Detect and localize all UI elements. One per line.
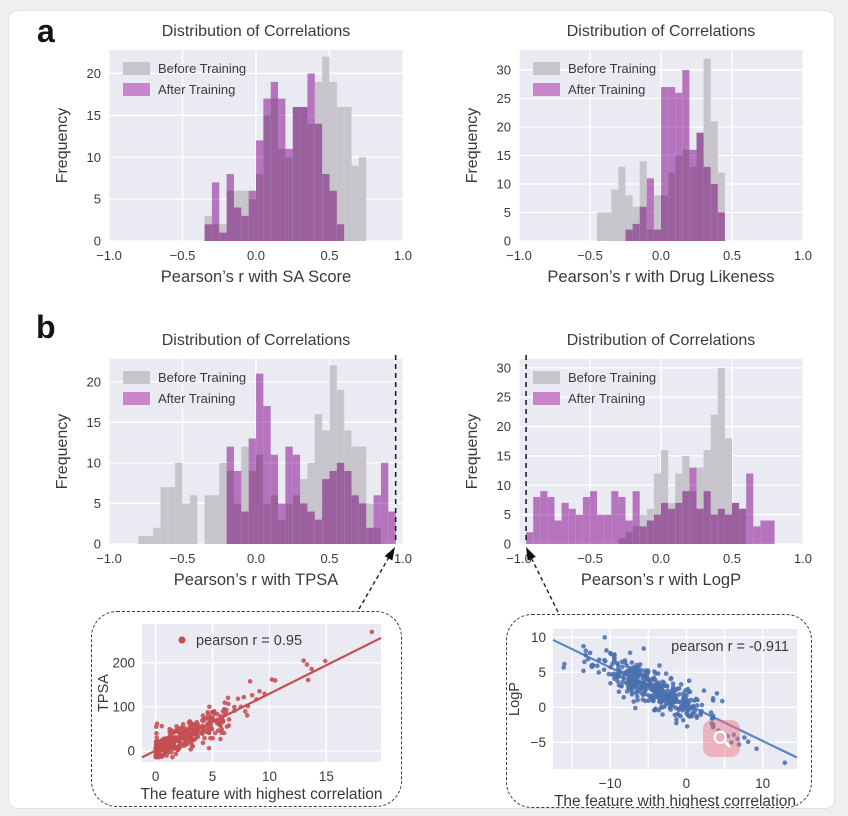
svg-text:−5: −5 [531, 735, 546, 750]
svg-text:100: 100 [112, 700, 135, 715]
svg-text:TPSA: TPSA [96, 674, 112, 712]
svg-text:20: 20 [87, 66, 101, 81]
svg-text:0: 0 [504, 537, 511, 552]
svg-text:LogP: LogP [507, 682, 523, 716]
svg-text:0: 0 [504, 234, 511, 249]
magnifier-icon [712, 729, 731, 748]
svg-text:10: 10 [531, 630, 546, 645]
svg-text:−1.0: −1.0 [96, 551, 122, 566]
svg-text:−0.5: −0.5 [170, 551, 196, 566]
svg-text:0.5: 0.5 [320, 248, 338, 263]
svg-text:After Training: After Training [568, 391, 645, 406]
scatter-tpsa-callout-box: 0 100 200 0 5 10 15 The feature with highest co… [91, 611, 402, 807]
svg-text:After Training: After Training [158, 391, 235, 406]
svg-text:Before Training: Before Training [568, 61, 656, 76]
svg-text:−1.0: −1.0 [96, 248, 122, 263]
svg-text:20: 20 [497, 120, 511, 135]
svg-text:0: 0 [94, 537, 101, 552]
svg-text:0.0: 0.0 [652, 551, 670, 566]
svg-text:Frequency: Frequency [464, 414, 481, 490]
svg-text:20: 20 [87, 374, 101, 389]
svg-text:The feature with highest corre: The feature with highest correlation [140, 786, 382, 803]
svg-text:5: 5 [538, 665, 546, 680]
svg-text:−0.5: −0.5 [577, 248, 603, 263]
svg-text:1.0: 1.0 [394, 248, 412, 263]
svg-text:5: 5 [94, 496, 101, 511]
svg-text:Before Training: Before Training [158, 61, 246, 76]
svg-text:5: 5 [209, 769, 217, 784]
svg-text:10: 10 [497, 478, 511, 493]
svg-text:30: 30 [497, 360, 511, 375]
svg-text:The feature with highest corre: The feature with highest correlation [554, 793, 796, 807]
histogram-tpsa: 0 5 10 15 20 −1.0 −0.5 0.0 0.5 1.0 Distribution of… [49, 304, 423, 589]
histogram-logp: 0 5 10 15 20 25 30 −1.0 −0.5 0.0 0.5 1.0 Distributio… [446, 304, 831, 589]
svg-text:Pearson’s r with TPSA: Pearson’s r with TPSA [174, 571, 338, 588]
svg-text:10: 10 [755, 776, 770, 791]
svg-text:Pearson’s r with LogP: Pearson’s r with LogP [581, 571, 741, 588]
svg-text:0: 0 [152, 769, 160, 784]
svg-text:Frequency: Frequency [54, 108, 71, 184]
svg-text:Distribution of Correlations: Distribution of Correlations [162, 332, 351, 349]
svg-text:Distribution of Correlations: Distribution of Correlations [162, 23, 351, 40]
panel-a-label: a [37, 13, 55, 49]
svg-text:Frequency: Frequency [464, 108, 481, 184]
svg-text:0: 0 [683, 776, 691, 791]
svg-text:10: 10 [87, 455, 101, 470]
svg-text:Before Training: Before Training [158, 370, 246, 385]
svg-text:25: 25 [497, 91, 511, 106]
svg-text:15: 15 [87, 108, 101, 123]
svg-text:0.5: 0.5 [723, 248, 741, 263]
svg-text:Pearson’s r with Drug Likeness: Pearson’s r with Drug Likeness [547, 268, 774, 286]
svg-text:After Training: After Training [568, 82, 645, 97]
svg-text:15: 15 [497, 148, 511, 163]
svg-text:−1.0: −1.0 [506, 551, 532, 566]
svg-text:5: 5 [504, 507, 511, 522]
svg-text:5: 5 [94, 192, 101, 207]
svg-text:15: 15 [497, 448, 511, 463]
svg-text:15: 15 [87, 415, 101, 430]
svg-text:After Training: After Training [158, 82, 235, 97]
histogram-sa-score: 0 5 10 15 20 −1.0 −0.5 0.0 0.5 1.0 Distribution of… [49, 17, 423, 297]
svg-text:30: 30 [497, 63, 511, 78]
svg-text:Frequency: Frequency [54, 414, 71, 490]
svg-text:0.0: 0.0 [247, 551, 265, 566]
svg-text:−10: −10 [599, 776, 622, 791]
svg-text:15: 15 [319, 769, 334, 784]
svg-text:−1.0: −1.0 [506, 248, 532, 263]
svg-text:25: 25 [497, 390, 511, 405]
svg-text:200: 200 [112, 656, 135, 671]
svg-text:0.5: 0.5 [320, 551, 338, 566]
figure-card: a b 0 5 10 15 20 −1.0 −0.5 0.0 0.5 1.0 Distributio… [8, 10, 835, 809]
svg-text:0: 0 [538, 700, 546, 715]
svg-text:0.5: 0.5 [723, 551, 741, 566]
svg-text:5: 5 [504, 205, 511, 220]
svg-text:10: 10 [87, 150, 101, 165]
svg-text:10: 10 [262, 769, 277, 784]
histogram-drug-likeness: 0 5 10 15 20 25 30 −1.0 −0.5 0.0 0.5 1.0 Distributio… [446, 17, 831, 297]
svg-text:0.0: 0.0 [247, 248, 265, 263]
svg-text:Distribution of Correlations: Distribution of Correlations [567, 23, 756, 40]
panel-b-label: b [36, 309, 56, 345]
svg-text:−0.5: −0.5 [170, 248, 196, 263]
svg-text:0.0: 0.0 [652, 248, 670, 263]
svg-text:Distribution of Correlations: Distribution of Correlations [567, 332, 756, 349]
svg-text:10: 10 [497, 177, 511, 192]
svg-text:Pearson’s r with SA Score: Pearson’s r with SA Score [161, 268, 351, 286]
svg-text:0: 0 [94, 234, 101, 249]
svg-text:1.0: 1.0 [794, 248, 812, 263]
zoom-watermark-badge[interactable] [703, 720, 740, 757]
svg-text:−0.5: −0.5 [577, 551, 603, 566]
svg-text:pearson r = -0.911: pearson r = -0.911 [671, 639, 789, 655]
svg-text:1.0: 1.0 [394, 551, 412, 566]
svg-text:1.0: 1.0 [794, 551, 812, 566]
svg-text:Before Training: Before Training [568, 370, 656, 385]
svg-text:pearson r = 0.95: pearson r = 0.95 [196, 633, 302, 649]
svg-text:0: 0 [127, 744, 135, 759]
svg-text:20: 20 [497, 419, 511, 434]
scatter-logp-callout-box: −5 0 5 10 −10 0 10 The feature with highest cor… [506, 614, 812, 808]
